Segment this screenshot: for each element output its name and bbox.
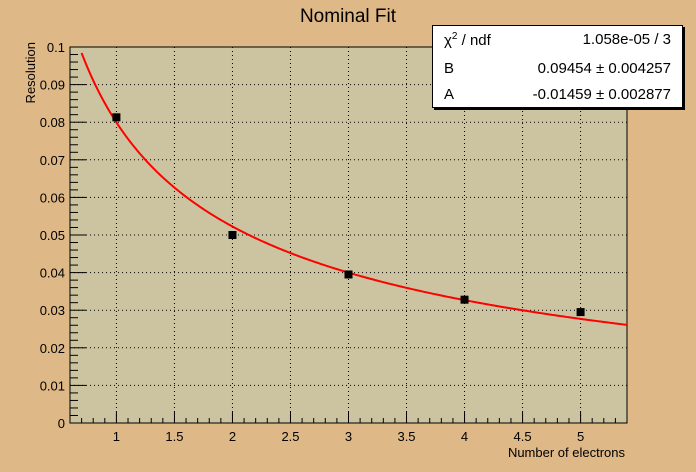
x-tick-label: 4 bbox=[461, 429, 468, 444]
x-tick-label: 2.5 bbox=[281, 429, 299, 444]
y-tick-label: 0.03 bbox=[40, 303, 65, 318]
stats-row-a: A -0.01459 ± 0.002877 bbox=[433, 81, 682, 108]
x-axis-label: Number of electrons bbox=[508, 445, 626, 460]
stats-row-chi2: χ2 / ndf 1.058e-05 / 3 bbox=[433, 26, 682, 53]
x-tick-label: 5 bbox=[577, 429, 584, 444]
data-point bbox=[228, 231, 237, 239]
stats-key: χ2 / ndf bbox=[444, 31, 491, 49]
x-tick-label: 1 bbox=[113, 429, 120, 444]
y-tick-label: 0.08 bbox=[40, 115, 65, 130]
data-point bbox=[344, 270, 353, 279]
y-tick-label: 0.09 bbox=[40, 78, 65, 93]
y-tick-label: 0.06 bbox=[40, 190, 65, 205]
data-point bbox=[460, 295, 469, 304]
y-tick-label: 0.07 bbox=[40, 153, 65, 168]
y-tick-label: 0.02 bbox=[40, 341, 65, 356]
data-point bbox=[112, 113, 121, 122]
x-tick-label: 1.5 bbox=[165, 429, 183, 444]
chart-title: Nominal Fit bbox=[299, 6, 397, 27]
x-tick-label: 3.5 bbox=[397, 429, 415, 444]
y-tick-label: 0.1 bbox=[47, 40, 65, 55]
fit-curve bbox=[80, 52, 628, 326]
stats-value: 1.058e-05 / 3 bbox=[582, 31, 671, 48]
stats-value: -0.01459 ± 0.002877 bbox=[532, 86, 671, 103]
stats-value: 0.09454 ± 0.004257 bbox=[537, 60, 671, 77]
x-tick-label: 4.5 bbox=[514, 429, 532, 444]
data-point bbox=[576, 308, 585, 317]
x-tick-label: 3 bbox=[345, 429, 352, 444]
stats-row-b: B 0.09454 ± 0.004257 bbox=[433, 55, 682, 82]
y-tick-label: 0.04 bbox=[40, 266, 65, 281]
stats-key: A bbox=[444, 86, 455, 103]
y-tick-label: 0.01 bbox=[40, 378, 65, 393]
x-tick-label: 2 bbox=[229, 429, 236, 444]
y-tick-label: 0 bbox=[58, 416, 65, 431]
stats-key: B bbox=[444, 60, 455, 77]
y-tick-label: 0.05 bbox=[40, 228, 65, 243]
fit-stats-box: χ2 / ndf 1.058e-05 / 3 B 0.09454 ± 0.004… bbox=[432, 25, 683, 108]
y-axis-label: Resolution bbox=[23, 42, 38, 103]
plot-frame bbox=[69, 46, 628, 424]
